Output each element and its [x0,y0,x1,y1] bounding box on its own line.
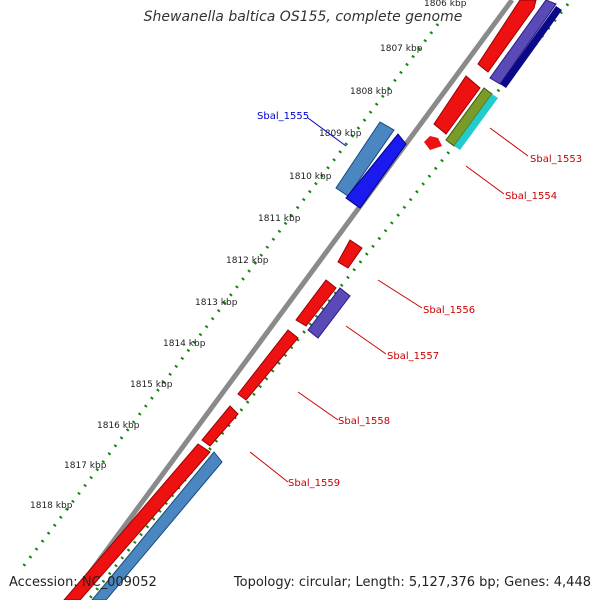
gene-cyan-1554 [454,94,498,150]
inner-dotted-ruler [88,3,570,599]
tick-labels: 1806 kbp 1807 kbp 1808 kbp 1809 kbp 1810… [30,0,467,511]
tick-label: 1808 kbp [350,87,393,97]
gene-red-1558b [201,405,239,447]
gene-purple-1557 [307,287,351,339]
map-title: Shewanella baltica OS155, complete genom… [143,9,463,25]
tick-label: 1813 kbp [195,298,238,308]
tick-label: 1816 kbp [97,421,140,431]
accession-text: Accession: NC_009052 [9,575,157,590]
tick-label: 1807 kbp [380,44,423,54]
gene-red-small-1553 [424,136,442,150]
tick-label: 1815 kbp [130,380,173,390]
gene-label-sbal-1555: Sbal_1555 [257,111,309,122]
gene-arrow-top-red [477,0,537,73]
gene-red-1553a [433,75,481,135]
gene-red-1559 [63,443,211,600]
genome-backbone [67,0,515,600]
gene-features [63,0,562,600]
tick-label: 1814 kbp [163,339,206,349]
tick-label: 1806 kbp [424,0,467,9]
genome-summary-text: Topology: circular; Length: 5,127,376 bp… [233,575,591,590]
tick-label: 1810 kbp [289,172,332,182]
tick-label: 1817 kbp [64,461,107,471]
gene-label-sbal-1559: Sbal_1559 [288,478,340,489]
outer-dotted-ruler [20,23,440,569]
gene-red-1557 [295,279,337,327]
gene-labels: Sbal_1555 Sbal_1553 Sbal_1554 Sbal_1556 … [257,111,582,489]
gene-steel-1559 [91,451,223,600]
gene-label-sbal-1553: Sbal_1553 [530,154,582,165]
gene-blue-1555 [345,133,407,209]
gene-red-1556 [337,239,363,269]
gene-label-sbal-1557: Sbal_1557 [387,351,439,362]
callout-lines [249,117,529,483]
gene-red-1558 [237,329,299,401]
gene-label-sbal-1554: Sbal_1554 [505,191,557,202]
tick-label: 1809 kbp [319,129,362,139]
tick-label: 1818 kbp [30,501,73,511]
tick-label: 1812 kbp [226,256,269,266]
gene-top-navy [500,6,562,88]
gene-label-sbal-1556: Sbal_1556 [423,305,475,316]
tick-label: 1811 kbp [258,214,301,224]
gene-label-sbal-1558: Sbal_1558 [338,416,390,427]
